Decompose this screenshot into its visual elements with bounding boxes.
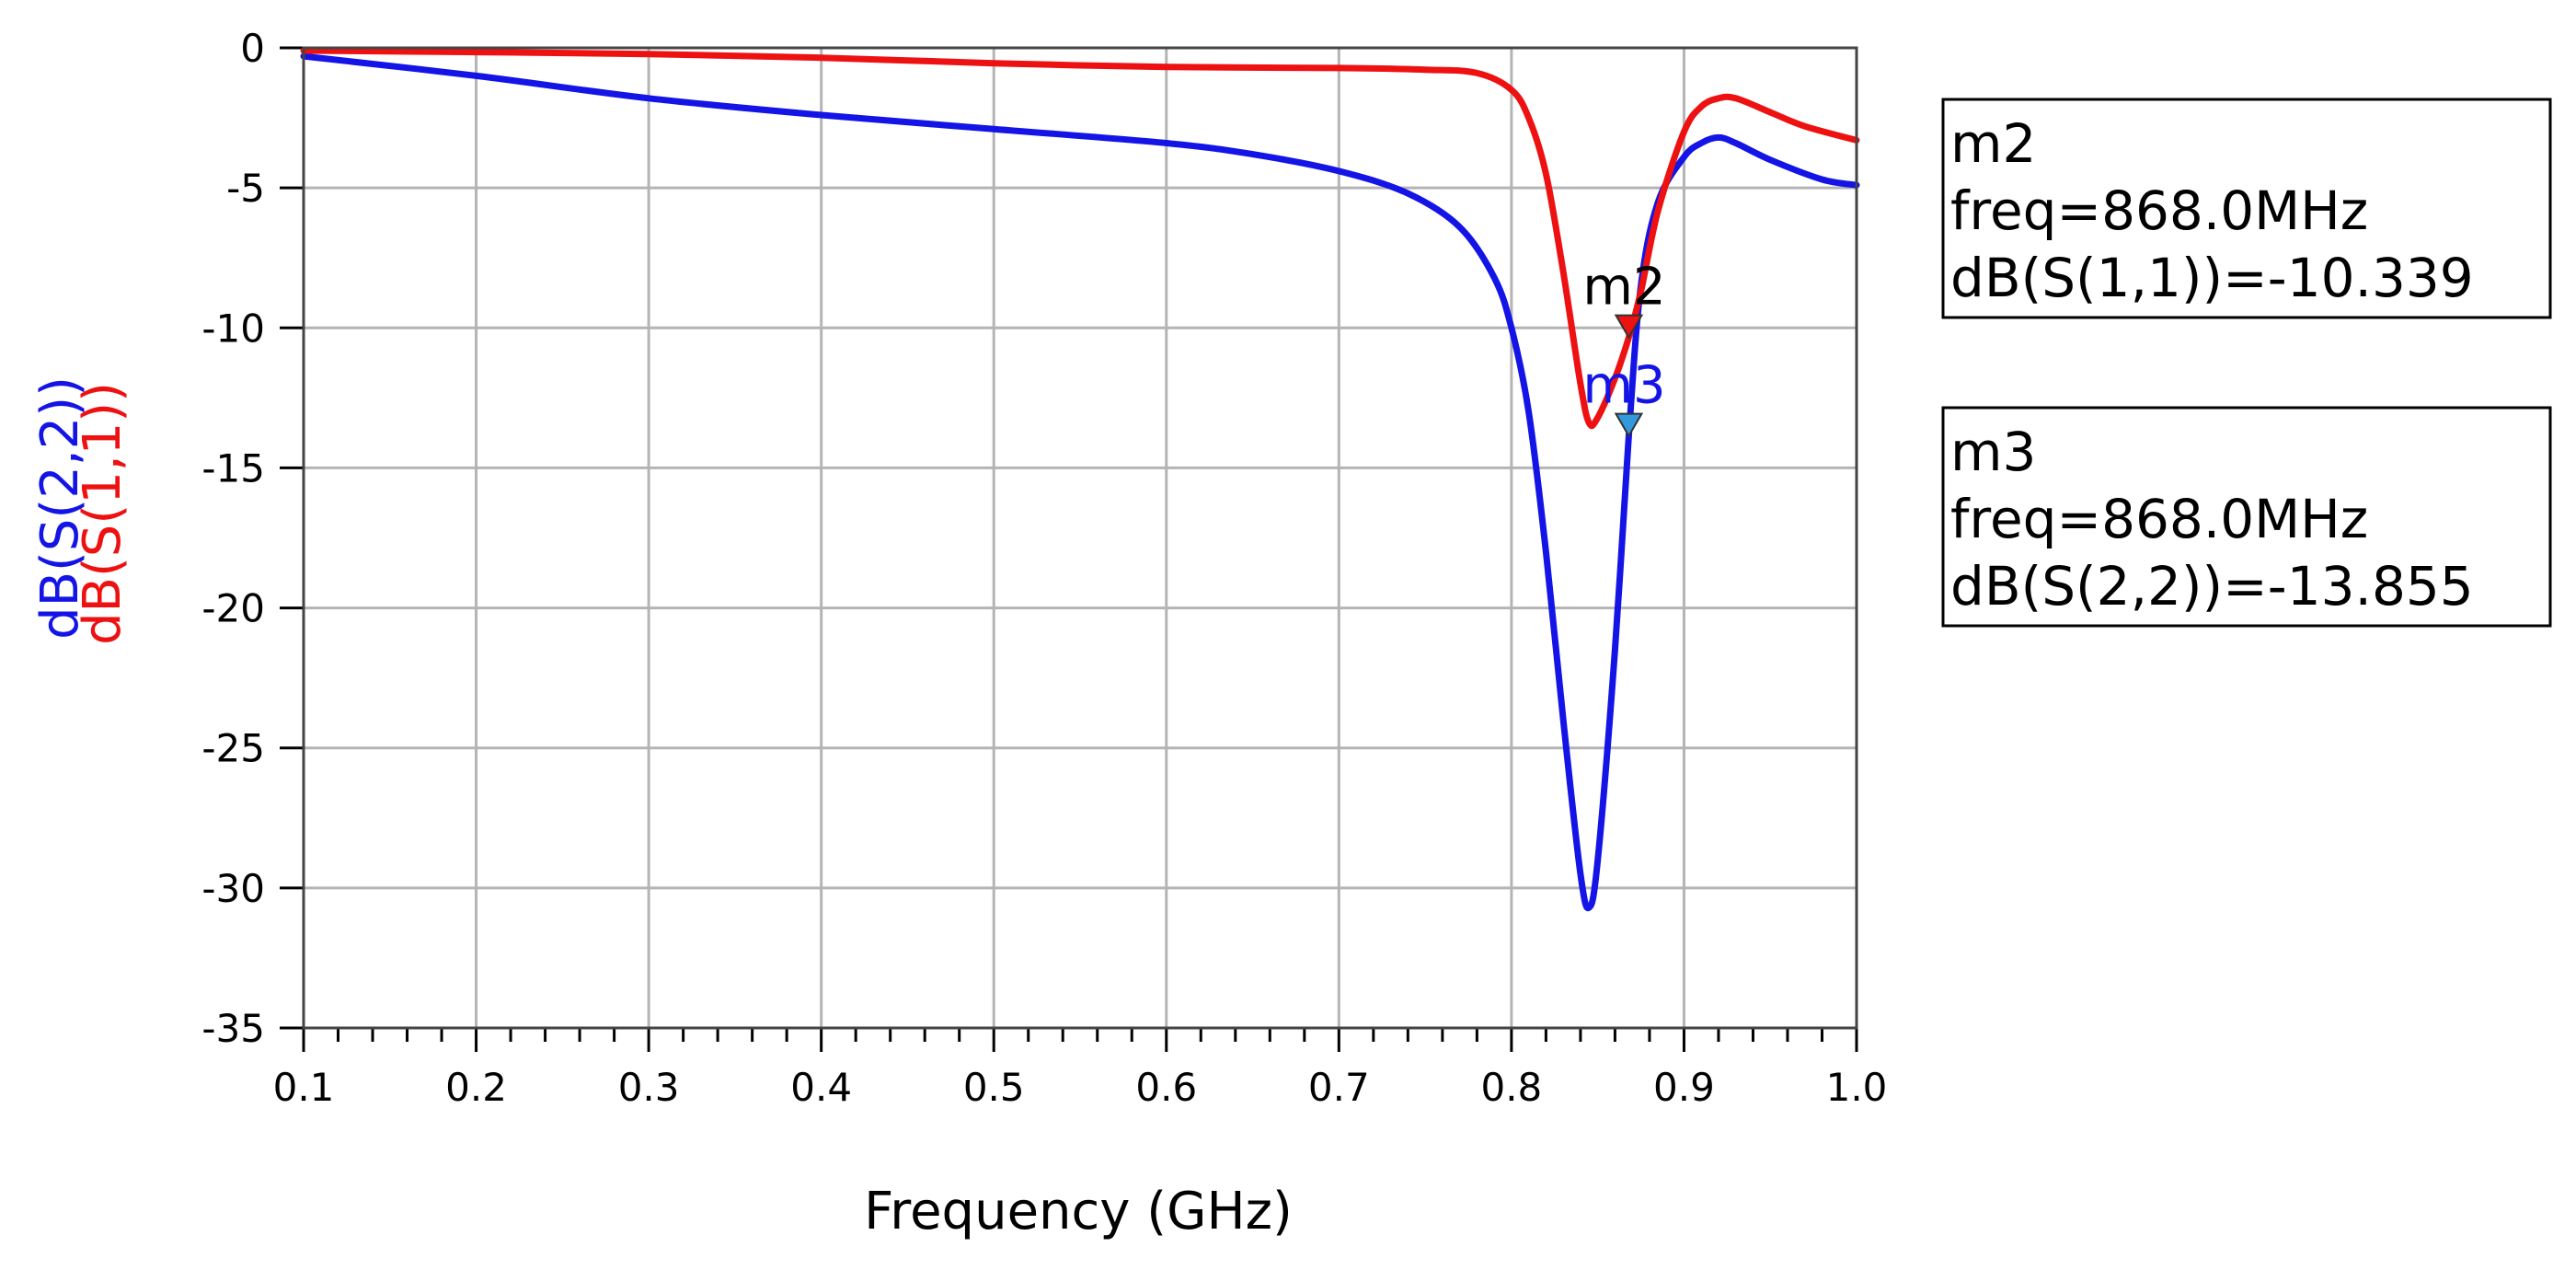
marker-readout-m3-value: dB(S(2,2))=-13.855 [1950, 555, 2474, 618]
y-axis-title-s22: dB(S(2,2)) [30, 376, 90, 640]
y-axis-title: dB(S(2,2))dB(S(1,1)) [30, 376, 132, 645]
x-axis-title: Frequency (GHz) [864, 1182, 1293, 1241]
x-tick-label: 0.1 [273, 1065, 335, 1110]
marker-m3-label: m3 [1582, 356, 1665, 416]
axis-ticks [280, 46, 1858, 1052]
x-tick-label: 0.2 [445, 1065, 507, 1110]
y-tick-label: -25 [201, 726, 265, 771]
marker-readout-m2-freq: freq=868.0MHz [1950, 179, 2368, 242]
series-lines [300, 47, 1860, 912]
marker-readout-m3-box [1941, 406, 2552, 628]
marker-readout-m3-freq: freq=868.0MHz [1950, 488, 2368, 550]
x-tick-label: 0.7 [1308, 1065, 1370, 1110]
x-tick-label: 0.8 [1480, 1065, 1542, 1110]
series-s11-line [300, 47, 1860, 430]
y-tick-label: 0 [240, 26, 265, 71]
marker-m2-label: m2 [1582, 258, 1665, 318]
marker-m2-triangle [1614, 314, 1644, 340]
y-tick-label: -20 [201, 586, 265, 631]
marker-readout-m3: m3 freq=868.0MHz dB(S(2,2))=-13.855 [1941, 406, 2552, 628]
markers: m2 m3 [1582, 258, 1666, 438]
tick-labels: 0.1 0.2 0.3 0.4 0.5 0.6 0.7 0.8 0.9 1.0 0 -5 -10 -15 -… [201, 26, 1887, 1110]
y-tick-label: -10 [201, 306, 265, 351]
marker-readout-m2-value: dB(S(1,1))=-10.339 [1950, 247, 2474, 309]
x-tick-label: 0.5 [963, 1065, 1025, 1110]
marker-readout-m2-box [1941, 98, 2552, 319]
series-s22-line [300, 52, 1860, 912]
y-tick-label: -35 [201, 1006, 265, 1051]
y-tick-label: -15 [201, 445, 265, 491]
y-tick-label: -30 [201, 866, 265, 911]
plot-frame [302, 46, 1858, 1030]
x-tick-label: 0.3 [618, 1065, 680, 1110]
marker-m3-triangle [1614, 412, 1644, 438]
marker-readout-m2-name: m2 [1950, 112, 2036, 175]
marker-readout-m2: m2 freq=868.0MHz dB(S(1,1))=-10.339 [1941, 98, 2552, 319]
y-tick-label: -5 [226, 166, 265, 211]
y-axis-title-s11: dB(S(1,1)) [73, 382, 132, 645]
x-tick-label: 0.9 [1653, 1065, 1715, 1110]
x-tick-label: 0.4 [790, 1065, 852, 1110]
x-tick-label: 0.6 [1135, 1065, 1197, 1110]
marker-readout-m3-name: m3 [1950, 421, 2036, 483]
x-tick-label: 1.0 [1826, 1065, 1888, 1110]
